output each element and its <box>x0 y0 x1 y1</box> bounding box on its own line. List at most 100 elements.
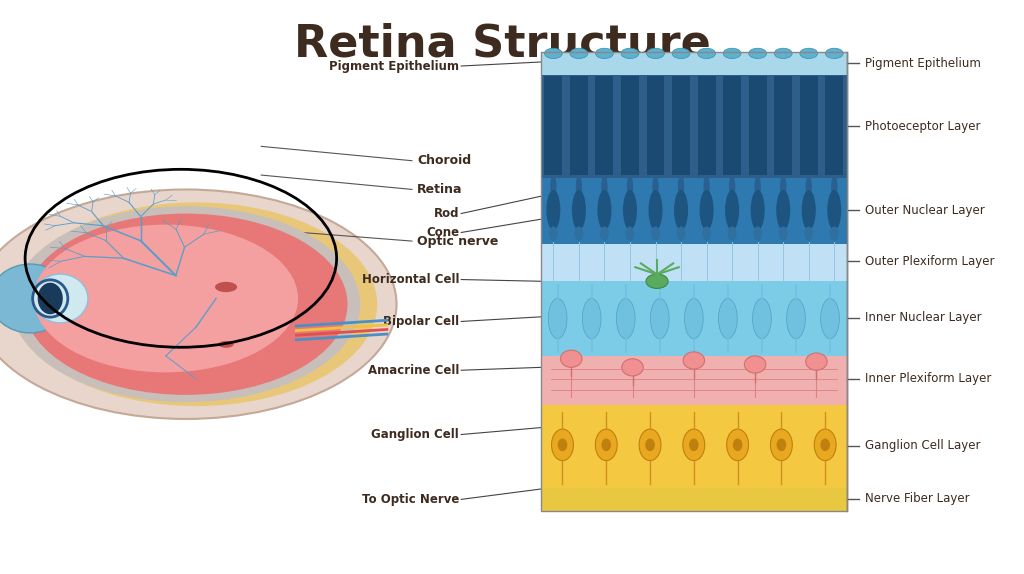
Text: Retina: Retina <box>417 183 463 196</box>
Ellipse shape <box>597 190 611 230</box>
FancyBboxPatch shape <box>646 76 665 175</box>
FancyBboxPatch shape <box>749 76 767 175</box>
Ellipse shape <box>733 439 742 451</box>
FancyBboxPatch shape <box>541 52 847 75</box>
Ellipse shape <box>725 190 739 230</box>
Ellipse shape <box>774 48 793 59</box>
Ellipse shape <box>776 190 791 230</box>
Ellipse shape <box>806 175 812 198</box>
FancyBboxPatch shape <box>541 356 847 405</box>
Ellipse shape <box>626 226 635 241</box>
Ellipse shape <box>820 439 830 451</box>
Ellipse shape <box>728 226 736 241</box>
Ellipse shape <box>25 214 347 395</box>
Ellipse shape <box>800 48 818 59</box>
Ellipse shape <box>829 226 839 241</box>
Ellipse shape <box>648 190 663 230</box>
Ellipse shape <box>683 352 705 369</box>
Ellipse shape <box>749 48 767 59</box>
Ellipse shape <box>596 48 613 59</box>
Ellipse shape <box>0 189 396 419</box>
Text: To Optic Nerve: To Optic Nerve <box>361 493 459 506</box>
FancyBboxPatch shape <box>800 76 818 175</box>
Ellipse shape <box>650 298 669 339</box>
Ellipse shape <box>719 298 737 339</box>
Ellipse shape <box>623 190 637 230</box>
Ellipse shape <box>780 175 786 198</box>
Ellipse shape <box>672 48 690 59</box>
Ellipse shape <box>825 48 843 59</box>
Ellipse shape <box>601 175 607 198</box>
Ellipse shape <box>622 359 643 376</box>
Text: Outer Nuclear Layer: Outer Nuclear Layer <box>865 204 985 216</box>
Ellipse shape <box>600 226 609 241</box>
Ellipse shape <box>744 356 766 373</box>
Ellipse shape <box>34 224 298 373</box>
Ellipse shape <box>770 429 793 460</box>
Text: Pigment Epithelium: Pigment Epithelium <box>865 57 981 69</box>
FancyBboxPatch shape <box>541 405 847 488</box>
Ellipse shape <box>802 190 816 230</box>
FancyBboxPatch shape <box>825 76 843 175</box>
Ellipse shape <box>621 48 639 59</box>
Ellipse shape <box>786 298 805 339</box>
Text: Ganglion Cell Layer: Ganglion Cell Layer <box>865 439 981 452</box>
Ellipse shape <box>550 175 557 198</box>
Text: Photoeceptor Layer: Photoeceptor Layer <box>865 120 981 133</box>
Text: Cone: Cone <box>426 226 459 239</box>
Ellipse shape <box>729 175 735 198</box>
Ellipse shape <box>684 298 703 339</box>
Ellipse shape <box>751 190 765 230</box>
Ellipse shape <box>677 226 685 241</box>
Ellipse shape <box>778 226 787 241</box>
Ellipse shape <box>699 190 714 230</box>
FancyBboxPatch shape <box>621 76 639 175</box>
Text: Choroid: Choroid <box>417 154 471 167</box>
Ellipse shape <box>804 226 813 241</box>
Ellipse shape <box>678 175 684 198</box>
Text: Retina Structure: Retina Structure <box>294 23 711 66</box>
Ellipse shape <box>601 439 611 451</box>
Ellipse shape <box>38 282 62 315</box>
Ellipse shape <box>646 274 668 288</box>
Ellipse shape <box>627 175 633 198</box>
Ellipse shape <box>651 226 660 241</box>
Ellipse shape <box>616 298 635 339</box>
Ellipse shape <box>674 190 688 230</box>
Ellipse shape <box>820 298 840 339</box>
Ellipse shape <box>571 190 586 230</box>
Text: Ganglion Cell: Ganglion Cell <box>372 428 459 441</box>
Ellipse shape <box>754 226 762 241</box>
FancyBboxPatch shape <box>541 488 847 511</box>
FancyBboxPatch shape <box>697 76 716 175</box>
FancyBboxPatch shape <box>672 76 690 175</box>
Ellipse shape <box>545 48 562 59</box>
FancyBboxPatch shape <box>774 76 793 175</box>
Text: Inner Nuclear Layer: Inner Nuclear Layer <box>865 312 982 324</box>
Ellipse shape <box>755 175 761 198</box>
Ellipse shape <box>727 429 749 460</box>
FancyBboxPatch shape <box>541 281 847 356</box>
FancyBboxPatch shape <box>570 76 588 175</box>
Ellipse shape <box>14 203 377 406</box>
Ellipse shape <box>689 439 698 451</box>
Ellipse shape <box>558 439 567 451</box>
FancyBboxPatch shape <box>541 488 847 511</box>
Ellipse shape <box>574 226 584 241</box>
Text: Pigment Epithelium: Pigment Epithelium <box>329 60 459 72</box>
Ellipse shape <box>652 175 658 198</box>
Ellipse shape <box>11 206 360 402</box>
Ellipse shape <box>814 429 837 460</box>
FancyBboxPatch shape <box>723 76 741 175</box>
Text: Amacrine Cell: Amacrine Cell <box>368 364 459 377</box>
Text: Horizontal Cell: Horizontal Cell <box>361 273 459 286</box>
Ellipse shape <box>827 190 842 230</box>
Ellipse shape <box>639 429 660 460</box>
Ellipse shape <box>552 429 573 460</box>
Ellipse shape <box>806 353 827 370</box>
FancyBboxPatch shape <box>541 178 847 244</box>
Ellipse shape <box>776 439 786 451</box>
Ellipse shape <box>575 175 582 198</box>
Ellipse shape <box>570 48 588 59</box>
Ellipse shape <box>723 48 741 59</box>
